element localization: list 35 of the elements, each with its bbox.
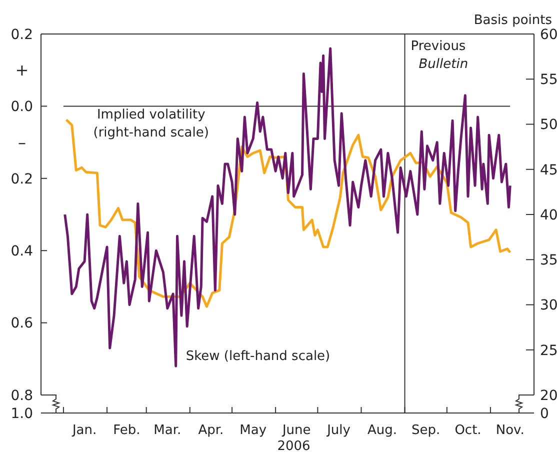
y2-tick-label: 25	[540, 342, 557, 359]
y-tick-label: 0.4	[10, 244, 34, 260]
annotation: Implied volatility (right-hand scale)	[93, 107, 209, 140]
y2-tick-label: 45	[540, 162, 557, 178]
x-tick-label: Feb.	[113, 423, 140, 438]
y2-tick-label: 40	[540, 207, 557, 224]
y-tick-label: 0.2	[10, 26, 33, 43]
text: 1.0	[10, 406, 33, 422]
y-tick-label: 0.8	[10, 388, 33, 404]
y2-tick-label: 35	[540, 252, 557, 269]
text: Basis points	[474, 13, 552, 28]
y-tick-label: 0.0	[10, 99, 33, 116]
ref-line-label: Previous Bulletin	[410, 39, 468, 72]
x-tick-label: Jan.	[71, 423, 97, 438]
x-tick-label: Oct.	[454, 423, 482, 438]
x-tick-label: Sep.	[412, 423, 440, 438]
x-tick-label: Aug.	[368, 423, 398, 438]
text: +	[15, 60, 29, 80]
y2-tick-label: 30	[540, 298, 557, 314]
x-axis-title: 2006	[277, 439, 310, 452]
y2-tick-label: 50	[540, 117, 557, 134]
annotation: Skew (left-hand scale)	[186, 349, 330, 364]
y2-tick-label: 55	[540, 72, 557, 88]
x-tick-label: Nov.	[496, 423, 524, 438]
x-tick-label: May	[240, 423, 267, 438]
text: –	[18, 132, 26, 152]
y-tick-label: 0.2	[10, 171, 33, 188]
x-tick-label: Apr.	[198, 423, 224, 438]
x-tick-label: June	[281, 423, 311, 438]
y2-tick-label: 60	[540, 26, 557, 43]
text: 0	[540, 406, 549, 422]
x-tick-label: July	[326, 423, 351, 438]
x-tick-label: Mar.	[154, 423, 182, 438]
y-tick-label: 0.6	[10, 316, 34, 332]
y2-tick-label: 20	[540, 388, 557, 404]
